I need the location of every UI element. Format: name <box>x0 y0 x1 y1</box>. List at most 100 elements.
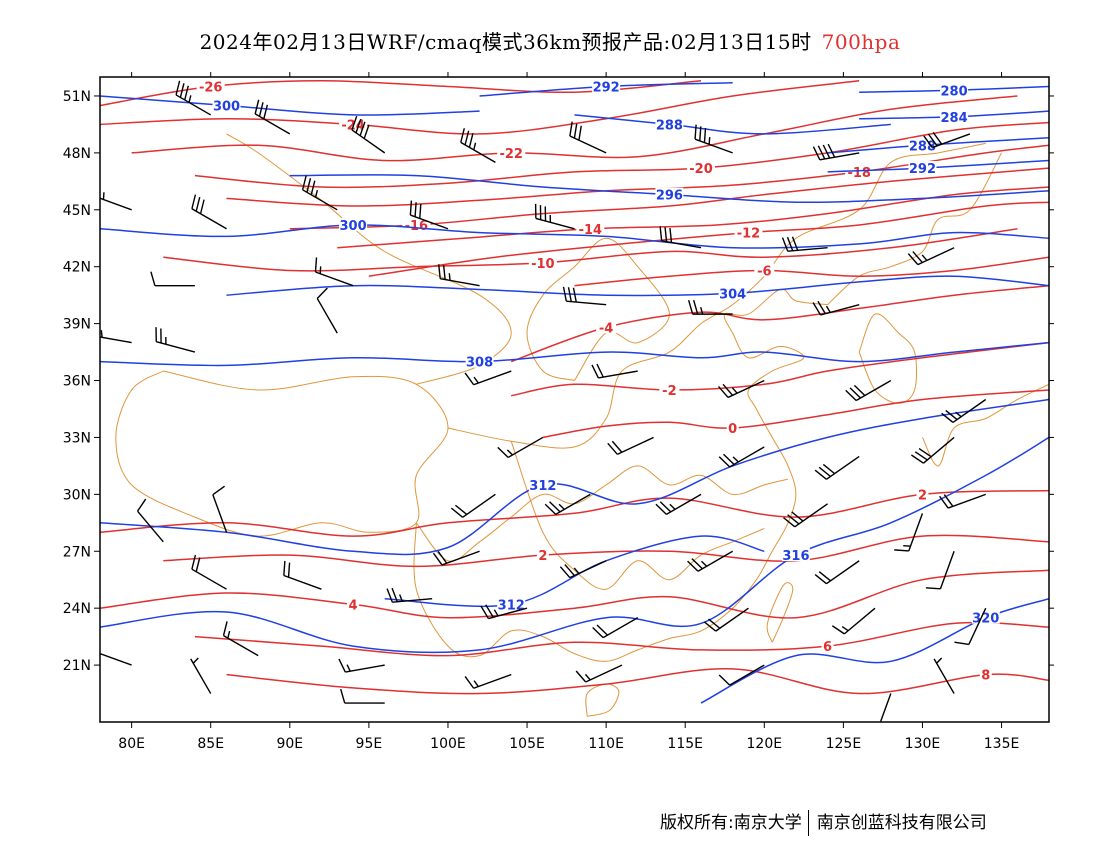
map-frame <box>99 76 1050 723</box>
wind-barb <box>783 503 828 528</box>
barb-flag <box>943 494 954 507</box>
border-line <box>858 313 918 404</box>
temperature-contour-line <box>194 621 1049 657</box>
barb-flag <box>818 571 831 582</box>
wind-barb <box>814 455 860 480</box>
barb-flag <box>687 299 694 315</box>
barb-flag <box>355 118 362 134</box>
barb-flag <box>287 562 291 578</box>
temperature-contour-line <box>542 389 1049 439</box>
barb-flag <box>175 80 181 96</box>
barb-half-flag <box>346 664 351 672</box>
barb-flag <box>791 511 804 522</box>
height-contour-label-bg <box>940 109 969 123</box>
wind-barb <box>781 236 828 252</box>
barb-flag <box>316 287 328 299</box>
lat-tick-label: 51N <box>63 89 91 105</box>
barb-flag <box>923 135 933 149</box>
footer: 版权所有:南京大学 南京创蓝科技有限公司 <box>660 808 987 836</box>
temperature-contour-label-bg <box>734 225 763 239</box>
wind-barb <box>191 554 227 590</box>
barb-flag <box>338 658 346 673</box>
height-contour-label-bg <box>528 477 557 491</box>
wind-barb <box>718 446 765 468</box>
wind-barb <box>562 286 607 306</box>
height-contour-label-bg <box>908 138 937 152</box>
lat-tick-label: 39N <box>63 317 91 333</box>
wind-barb <box>497 436 544 459</box>
barb-flag <box>717 385 729 398</box>
wind-barb <box>569 121 607 154</box>
temperature-contour-label-bg <box>916 487 929 501</box>
temperature-contour-line <box>194 121 1049 189</box>
barb-flag <box>941 412 954 423</box>
barb-flag <box>814 469 827 480</box>
temperature-contour-label-bg <box>754 263 775 277</box>
height-contour-label: 316 <box>782 549 809 564</box>
height-contour-label-bg <box>908 161 937 175</box>
barb-flag <box>708 618 721 629</box>
barb-flag <box>692 299 699 315</box>
barb-staff <box>460 141 496 163</box>
barb-flag <box>464 130 470 146</box>
height-contour-label-bg <box>940 83 969 97</box>
lon-tick-label: 120E <box>747 736 783 752</box>
barb-flag <box>827 143 836 158</box>
barb-flag <box>386 588 393 603</box>
barb-flag <box>351 115 358 131</box>
barb-staff <box>191 568 227 590</box>
barb-staff <box>191 208 227 230</box>
barb-staff <box>787 247 828 252</box>
barb-flag <box>822 144 831 159</box>
temperature-contour-line <box>100 80 860 135</box>
barb-flag <box>314 257 318 273</box>
barb-flag <box>781 237 789 252</box>
barb-half-flag <box>955 411 962 418</box>
lat-tick-label: 33N <box>63 430 91 446</box>
temperature-contour-line <box>574 256 1049 287</box>
barb-flag <box>414 202 417 217</box>
barb-staff <box>440 278 480 287</box>
wind-barb <box>190 657 212 694</box>
barb-half-flag <box>841 626 849 632</box>
barb-flag <box>195 196 201 212</box>
wind-barb <box>438 264 480 287</box>
wind-barb <box>222 621 259 657</box>
wind-barb <box>191 194 227 230</box>
height-contour-line <box>574 114 891 135</box>
border-line <box>415 465 789 562</box>
barb-staff <box>345 664 385 673</box>
barb-flag <box>818 466 831 478</box>
barb-flag <box>454 504 468 515</box>
barb-flag <box>136 498 147 512</box>
barb-flag <box>718 674 731 686</box>
wind-barb <box>718 664 765 686</box>
barb-flag <box>814 573 827 585</box>
barb-staff <box>666 493 702 515</box>
lon-tick-label: 115E <box>667 736 703 752</box>
barb-flag <box>468 133 474 148</box>
barb-flag <box>914 451 928 461</box>
barb-flag <box>664 227 668 242</box>
temperature-contour-label-bg <box>659 383 680 397</box>
wind-barb <box>703 607 749 632</box>
title-level: 700hpa <box>821 30 901 54</box>
barb-staff <box>535 217 575 230</box>
barb-flag <box>254 99 260 115</box>
barb-staff <box>729 664 765 686</box>
barb-flag <box>659 501 672 513</box>
wind-barb <box>659 226 702 249</box>
barb-half-flag <box>825 305 831 313</box>
barb-flag <box>567 287 572 302</box>
barb-staff <box>315 271 354 287</box>
barb-staff <box>933 658 955 694</box>
barb-staff <box>302 189 338 211</box>
wind-barb <box>432 550 480 566</box>
temperature-contour-label-bg <box>497 145 526 159</box>
barb-half-flag <box>314 190 319 198</box>
barb-half-flag <box>319 266 322 274</box>
wind-barb <box>150 271 195 287</box>
barb-flag <box>927 133 938 147</box>
barb-flag <box>438 264 441 279</box>
barb-staff <box>507 436 544 459</box>
